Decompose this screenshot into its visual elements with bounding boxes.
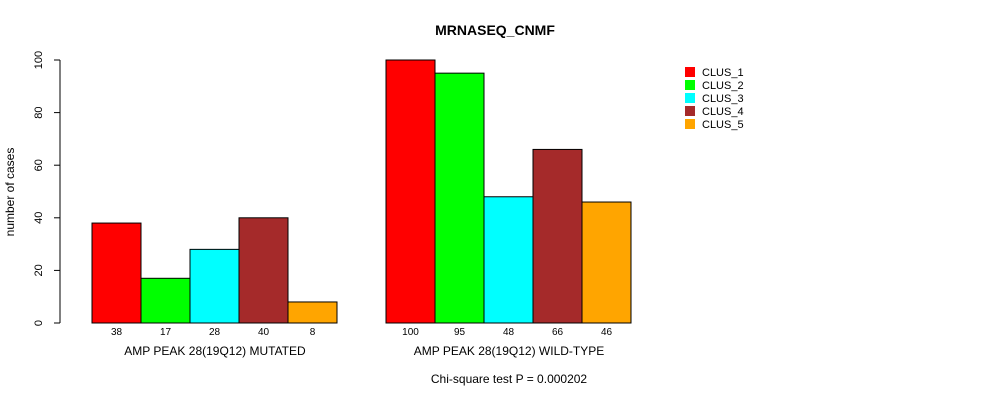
- group-label-mutated: AMP PEAK 28(19Q12) MUTATED: [124, 344, 306, 358]
- bar-clus-5-group-2: [581, 201, 632, 324]
- bar-count-label: 8: [310, 327, 316, 338]
- bar-clus-3-group-2: [483, 196, 534, 324]
- bar-count-label: 66: [552, 327, 564, 338]
- y-tick-label: 60: [33, 159, 45, 171]
- bar-clus-2-group-2: [434, 72, 485, 324]
- legend-swatch: [685, 119, 695, 129]
- y-tick-label: 100: [33, 51, 45, 69]
- y-axis-label: number of cases: [3, 148, 17, 237]
- bar-clus-5-group-1: [287, 301, 338, 324]
- chi-square-footnote: Chi-square test P = 0.000202: [431, 372, 588, 386]
- bar-count-label: 100: [402, 327, 419, 338]
- y-tick-label: 0: [33, 320, 45, 326]
- chart-title: MRNASEQ_CNMF: [435, 22, 555, 38]
- bar-clus-4-group-2: [532, 148, 583, 324]
- legend-label: CLUS_5: [702, 119, 744, 131]
- legend-swatch: [685, 93, 695, 103]
- bar-count-label: 38: [111, 327, 123, 338]
- bar-count-label: 17: [160, 327, 172, 338]
- y-tick-label: 40: [33, 212, 45, 224]
- legend-label: CLUS_2: [702, 80, 744, 92]
- bars: [91, 59, 632, 324]
- legend-swatch: [685, 80, 695, 90]
- bar-clus-3-group-1: [189, 248, 240, 324]
- y-tick-label: 20: [33, 264, 45, 276]
- legend-label: CLUS_3: [702, 93, 744, 105]
- y-axis: 0 20 40 60 80 100: [33, 51, 61, 326]
- bar-clus-1-group-2: [385, 59, 436, 324]
- bar-clus-4-group-1: [238, 217, 289, 324]
- bar-count-label: 48: [503, 327, 515, 338]
- bar-count-label: 40: [258, 327, 270, 338]
- legend-label: CLUS_1: [702, 67, 744, 79]
- bar-count-label: 95: [454, 327, 466, 338]
- bar-clus-1-group-1: [91, 222, 142, 324]
- bar-clus-2-group-1: [140, 277, 191, 324]
- legend-swatch: [685, 67, 695, 77]
- count-labels: 38 17 28 40 8 100 95 48 66 46: [111, 327, 613, 338]
- y-tick-label: 80: [33, 106, 45, 118]
- legend-label: CLUS_4: [702, 106, 744, 118]
- group-label-wild-type: AMP PEAK 28(19Q12) WILD-TYPE: [414, 344, 605, 358]
- bar-count-label: 28: [209, 327, 221, 338]
- bar-count-label: 46: [601, 327, 613, 338]
- legend-swatch: [685, 106, 695, 116]
